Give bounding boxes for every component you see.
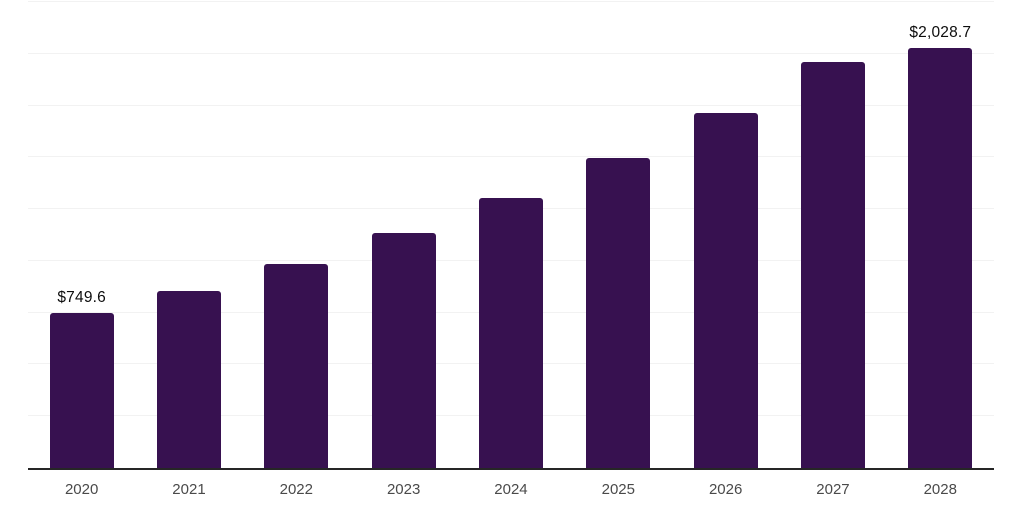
bar-2024 [478,198,543,468]
plot-area: $749.6 $2,028.7 [28,1,994,470]
bar-2021 [156,290,221,468]
x-tick-label-2027: 2027 [816,481,850,498]
bar-slot-2026 [672,2,779,468]
bar-slot-2028: $2,028.7 [887,2,994,468]
bar-slot-2025 [565,2,672,468]
bars: $749.6 $2,028.7 [28,2,994,468]
bar-2028: $2,028.7 [908,24,973,468]
gridline-2250 [28,1,994,2]
x-tick-label-2022: 2022 [279,481,313,498]
bar-slot-2023 [350,2,457,468]
x-tick-label-2025: 2025 [601,481,635,498]
bar-slot-2027 [779,2,886,468]
bar-2023 [371,232,436,468]
bar-2020: $749.6 [49,289,114,468]
bar-2026 [693,112,758,468]
bar-2025 [586,157,651,468]
gridline-2000 [28,52,994,54]
x-tick-label-2021: 2021 [172,481,206,498]
x-axis-labels: 2020 2021 2022 2023 2024 2025 2026 2027 2028 [28,479,994,501]
bar-slot-2022 [243,2,350,468]
x-tick-label-2028: 2028 [923,481,957,498]
x-tick-label-2024: 2024 [494,481,528,498]
bar-slot-2024 [457,2,564,468]
x-tick-label-2020: 2020 [64,481,99,498]
bar-slot-2020: $749.6 [28,2,135,468]
bar-2022 [264,264,329,468]
gridline-1500 [28,156,994,158]
gridline-1750 [28,104,994,106]
x-tick-label-2026: 2026 [708,481,743,498]
bar-value-label-2028: $2,028.7 [909,23,972,41]
bar-value-label-2020: $749.6 [57,288,106,306]
bar-2027 [800,62,865,468]
x-tick-label-2023: 2023 [386,481,421,498]
bar-slot-2021 [135,2,242,468]
